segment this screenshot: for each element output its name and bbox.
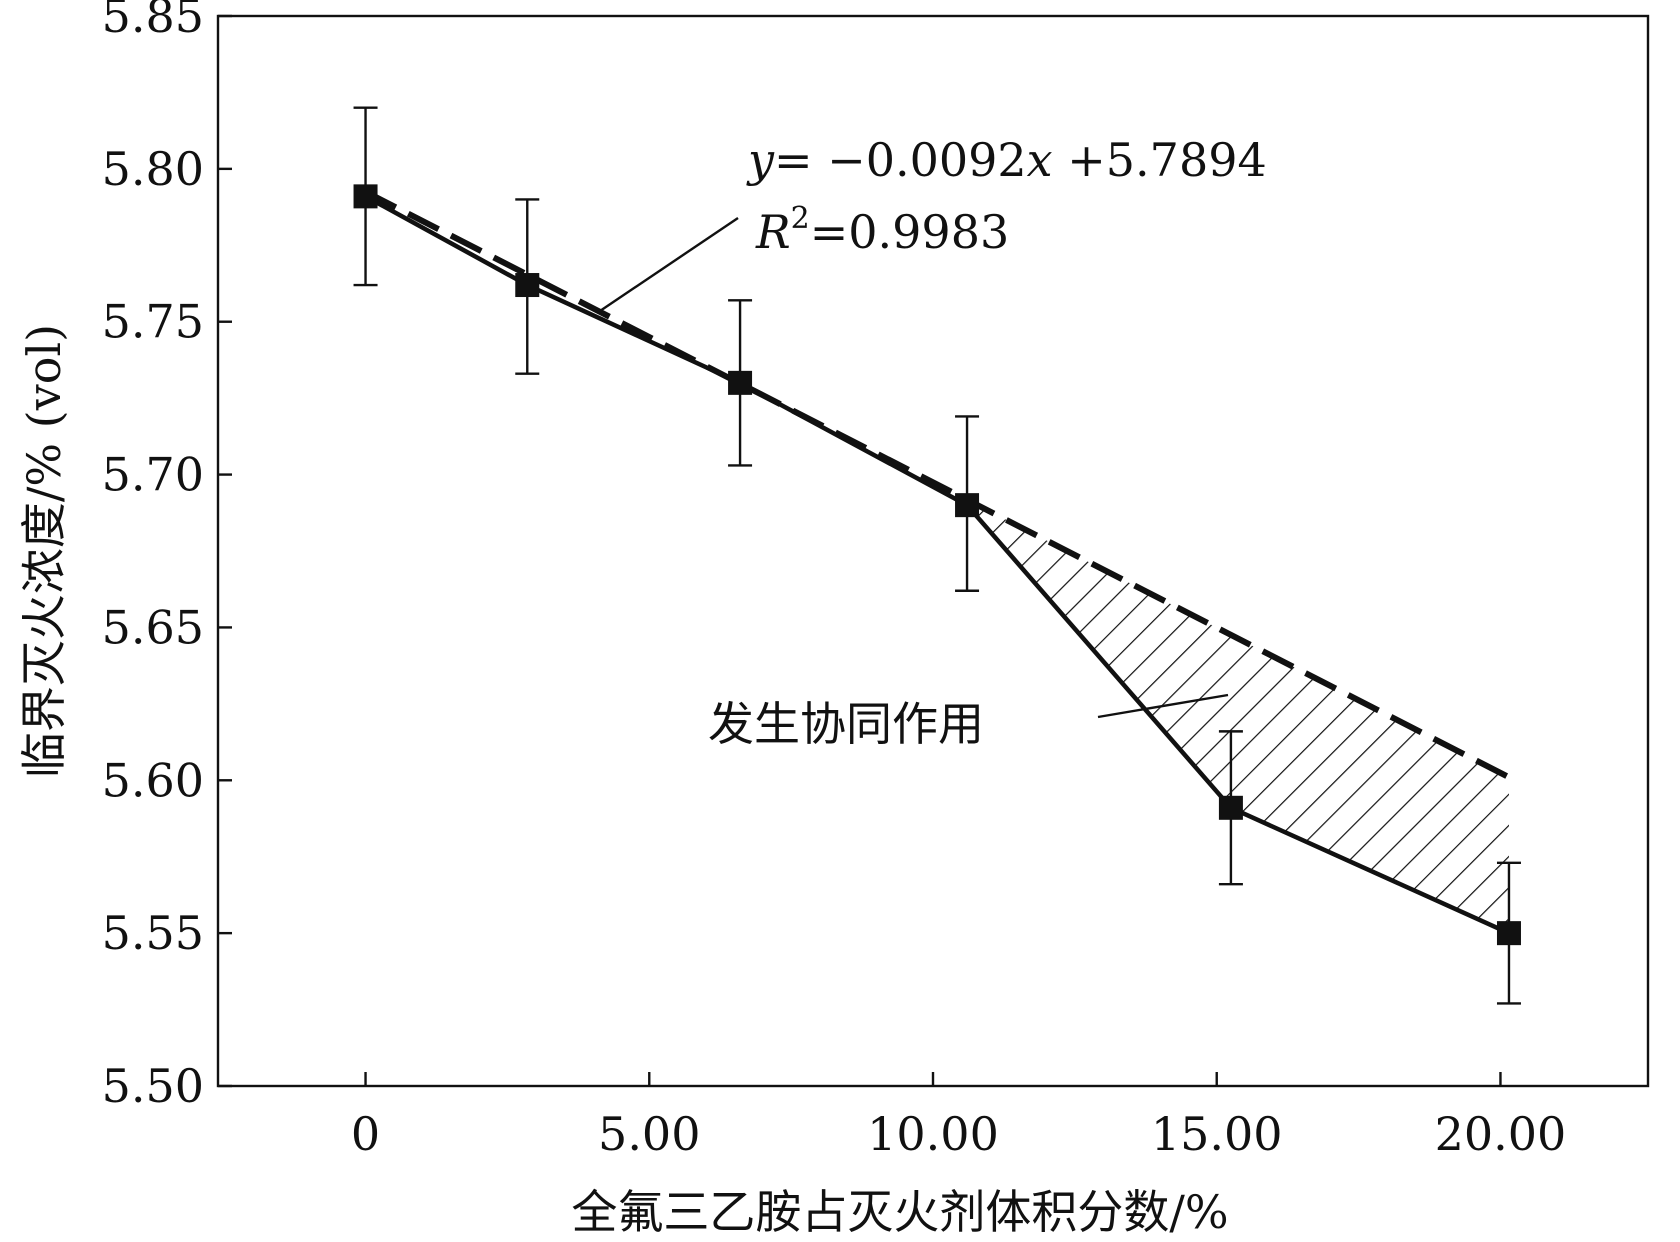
x-tick-label: 0 xyxy=(351,1107,380,1161)
y-tick-label: 5.50 xyxy=(102,1059,204,1113)
y-tick-label: 5.60 xyxy=(102,753,204,807)
data-series-group xyxy=(353,106,1521,1005)
y-tick-label: 5.55 xyxy=(102,906,204,960)
y-tick-label: 5.75 xyxy=(102,295,204,349)
data-point-marker xyxy=(955,493,980,518)
x-axis-ticks: 0 5.00 10.00 15.00 20.00 xyxy=(351,1072,1566,1161)
fit-r-squared: R2=0.9983 xyxy=(755,201,1009,259)
x-tick-label: 5.00 xyxy=(598,1107,700,1161)
equation-leader-line xyxy=(596,217,739,314)
y-tick-label: 5.70 xyxy=(102,448,204,502)
y-tick-label: 5.65 xyxy=(102,600,204,654)
data-point-marker xyxy=(728,370,753,395)
annotation-leaders xyxy=(596,217,1229,719)
y-tick-label: 5.85 xyxy=(102,0,204,43)
synergy-hatch-area xyxy=(967,499,1509,934)
y-axis-title: 临界灭火浓度/% (vol) xyxy=(17,324,71,778)
data-point-marker xyxy=(1218,795,1243,820)
x-axis-title: 全氟三乙胺占灭火剂体积分数/% xyxy=(571,1185,1228,1239)
data-point-marker xyxy=(353,184,378,209)
synergy-hatched-region xyxy=(967,499,1509,934)
fit-equation: y= −0.0092x +5.7894 xyxy=(746,133,1267,187)
data-point-marker xyxy=(515,273,540,298)
fit-line-group xyxy=(364,189,1511,780)
x-tick-label: 15.00 xyxy=(1151,1107,1283,1161)
data-series-line xyxy=(364,194,1510,936)
y-axis-ticks: 5.50 5.55 5.60 5.65 5.70 5.75 5.80 5.85 xyxy=(102,0,232,1113)
x-tick-label: 20.00 xyxy=(1435,1107,1567,1161)
synergy-label: 发生协同作用 xyxy=(708,697,984,751)
linear-fit-dashed-line xyxy=(364,189,1511,780)
synergy-leader-line xyxy=(1097,693,1229,719)
x-tick-label: 10.00 xyxy=(867,1107,999,1161)
data-point-marker xyxy=(1496,921,1521,946)
y-tick-label: 5.80 xyxy=(102,142,204,196)
